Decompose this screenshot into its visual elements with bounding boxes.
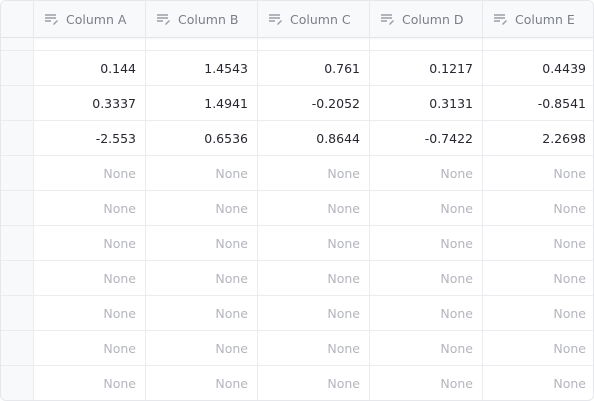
table-cell[interactable]: 0.8644 — [258, 121, 370, 156]
table-cell[interactable]: 1.4543 — [146, 51, 258, 86]
row-index-cell[interactable] — [1, 156, 34, 191]
table-cell[interactable]: None — [258, 331, 370, 366]
table-cell[interactable]: None — [34, 226, 146, 261]
partial-row — [1, 38, 593, 51]
table-cell[interactable]: None — [34, 366, 146, 400]
table-cell[interactable]: None — [146, 226, 258, 261]
table-row[interactable]: None None None None None — [1, 226, 593, 261]
table-row[interactable]: 0.3337 1.4941 -0.2052 0.3131 -0.8541 — [1, 86, 593, 121]
table-cell[interactable]: None — [483, 296, 593, 331]
table-cell[interactable] — [258, 38, 370, 51]
table-cell[interactable]: None — [34, 296, 146, 331]
table-cell[interactable]: None — [483, 366, 593, 400]
row-index-cell[interactable] — [1, 86, 34, 121]
table-cell[interactable]: 0.3337 — [34, 86, 146, 121]
table-cell[interactable]: None — [483, 226, 593, 261]
table-cell[interactable]: 0.4439 — [483, 51, 593, 86]
table-cell[interactable]: 2.2698 — [483, 121, 593, 156]
row-index-cell[interactable] — [1, 226, 34, 261]
row-index-cell[interactable] — [1, 38, 34, 51]
table-cell[interactable]: None — [258, 156, 370, 191]
table-row[interactable]: None None None None None — [1, 156, 593, 191]
table-cell[interactable]: None — [483, 191, 593, 226]
table-row[interactable]: None None None None None — [1, 261, 593, 296]
table-cell[interactable]: -0.2052 — [258, 86, 370, 121]
row-index-cell[interactable] — [1, 191, 34, 226]
table-cell[interactable]: None — [370, 226, 483, 261]
column-header-label: Column A — [66, 11, 127, 27]
table-cell[interactable]: None — [483, 261, 593, 296]
table-row[interactable]: None None None None None — [1, 191, 593, 226]
column-header-e[interactable]: Column E — [483, 1, 593, 38]
table-row[interactable]: None None None None None — [1, 331, 593, 366]
row-index-cell[interactable] — [1, 51, 34, 86]
column-header-label: Column D — [402, 11, 464, 27]
column-header-label: Column B — [178, 11, 239, 27]
table-cell[interactable]: None — [146, 331, 258, 366]
table-cell[interactable]: None — [370, 261, 483, 296]
table-cell[interactable]: 1.4941 — [146, 86, 258, 121]
text-column-icon — [157, 14, 170, 25]
table-cell[interactable]: None — [146, 156, 258, 191]
table-cell[interactable]: 0.3131 — [370, 86, 483, 121]
table-cell[interactable]: None — [258, 261, 370, 296]
table-cell[interactable]: None — [34, 261, 146, 296]
table-cell[interactable]: None — [370, 156, 483, 191]
row-index-cell[interactable] — [1, 261, 34, 296]
table-cell[interactable]: None — [370, 296, 483, 331]
header-row: Column A Column B Column C Column D — [1, 1, 593, 38]
table-cell[interactable]: None — [258, 191, 370, 226]
row-index-cell[interactable] — [1, 296, 34, 331]
table-cell[interactable]: None — [258, 366, 370, 400]
table-row[interactable]: -2.553 0.6536 0.8644 -0.7422 2.2698 — [1, 121, 593, 156]
table-cell[interactable]: None — [483, 331, 593, 366]
table-cell[interactable]: -2.553 — [34, 121, 146, 156]
table-cell[interactable] — [483, 38, 593, 51]
table-cell[interactable]: -0.8541 — [483, 86, 593, 121]
column-header-d[interactable]: Column D — [370, 1, 483, 38]
column-header-a[interactable]: Column A — [34, 1, 146, 38]
table-row[interactable]: None None None None None — [1, 366, 593, 400]
table-cell[interactable]: None — [258, 296, 370, 331]
table-cell[interactable]: None — [258, 226, 370, 261]
table-cell[interactable]: None — [34, 156, 146, 191]
row-index-cell[interactable] — [1, 121, 34, 156]
table-cell[interactable]: None — [370, 331, 483, 366]
column-header-b[interactable]: Column B — [146, 1, 258, 38]
table-cell[interactable]: 0.761 — [258, 51, 370, 86]
table-cell[interactable]: None — [146, 366, 258, 400]
row-index-cell[interactable] — [1, 366, 34, 400]
column-header-label: Column E — [515, 11, 575, 27]
table-cell[interactable]: None — [34, 191, 146, 226]
table-cell[interactable]: None — [34, 331, 146, 366]
table-cell[interactable]: 0.6536 — [146, 121, 258, 156]
table-cell[interactable] — [34, 38, 146, 51]
table-cell[interactable]: None — [146, 191, 258, 226]
text-column-icon — [381, 14, 394, 25]
table-row[interactable]: 0.144 1.4543 0.761 0.1217 0.4439 — [1, 51, 593, 86]
table-cell[interactable]: None — [483, 156, 593, 191]
table-cell[interactable] — [146, 38, 258, 51]
text-column-icon — [45, 14, 58, 25]
table-cell[interactable]: None — [370, 191, 483, 226]
table-cell[interactable]: None — [370, 366, 483, 400]
text-column-icon — [494, 14, 507, 25]
text-column-icon — [269, 14, 282, 25]
row-index-cell[interactable] — [1, 331, 34, 366]
table-cell[interactable]: None — [146, 261, 258, 296]
table-cell[interactable] — [370, 38, 483, 51]
table-cell[interactable]: None — [146, 296, 258, 331]
table-cell[interactable]: -0.7422 — [370, 121, 483, 156]
table-cell[interactable]: 0.1217 — [370, 51, 483, 86]
table-cell[interactable]: 0.144 — [34, 51, 146, 86]
index-header-cell — [1, 1, 34, 38]
column-header-label: Column C — [290, 11, 351, 27]
table-row[interactable]: None None None None None — [1, 296, 593, 331]
column-header-c[interactable]: Column C — [258, 1, 370, 38]
